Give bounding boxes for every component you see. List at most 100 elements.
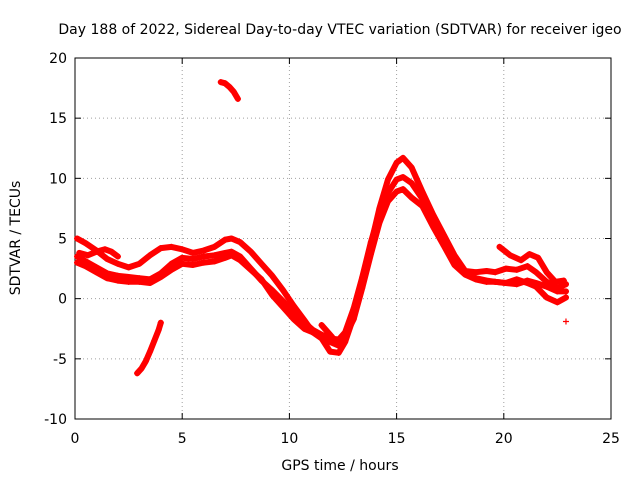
- data-point: [234, 95, 241, 102]
- x-tick-label: 25: [602, 431, 620, 447]
- data-point: [168, 266, 175, 273]
- y-tick-label: 5: [58, 232, 67, 248]
- data-point: [507, 252, 514, 259]
- data-point: [400, 186, 407, 193]
- data-point: [492, 269, 499, 276]
- data-point: [290, 302, 297, 309]
- data-point: [554, 299, 561, 306]
- data-point: [562, 294, 569, 301]
- data-point: [324, 329, 331, 336]
- data-point: [554, 288, 561, 295]
- data-point: [279, 304, 286, 311]
- data-point: [385, 176, 392, 183]
- data-point: [104, 275, 111, 282]
- y-tick-label: 20: [49, 51, 67, 67]
- data-point: [562, 288, 569, 295]
- data-point: [393, 159, 400, 166]
- data-point: [211, 243, 218, 250]
- data-point: [108, 248, 115, 255]
- data-point: [535, 254, 542, 261]
- data-point: [200, 253, 207, 260]
- data-point: [157, 245, 164, 252]
- data-point: [230, 88, 237, 95]
- data-point: [114, 277, 121, 284]
- axis-ticks: 0 5 10 15 20 25 -10 -5 0 5 10 15 20: [44, 51, 620, 447]
- series-band: [496, 243, 567, 285]
- series-isolated: [318, 318, 569, 329]
- data-point: [419, 203, 426, 210]
- data-point: [329, 334, 336, 341]
- data-point: [367, 251, 374, 258]
- data-point: [492, 278, 499, 285]
- data-point: [502, 265, 509, 272]
- x-tick-label: 15: [388, 431, 406, 447]
- series-arc-5: [217, 79, 241, 102]
- chart-title: Day 188 of 2022, Sidereal Day-to-day VTE…: [58, 22, 621, 38]
- data-point: [84, 252, 91, 259]
- data-point: [483, 278, 490, 285]
- series-arc-7: [496, 243, 567, 285]
- data-point: [74, 259, 81, 266]
- data-point: [318, 322, 325, 329]
- data-point: [290, 316, 297, 323]
- series-arc-4: [134, 319, 164, 377]
- data-point: [136, 260, 143, 267]
- data-point: [524, 263, 531, 270]
- data-point: [560, 277, 567, 284]
- data-point: [147, 280, 154, 287]
- data-point: [335, 349, 342, 356]
- data-point: [125, 264, 132, 271]
- data-point: [327, 348, 334, 355]
- data-point: [502, 280, 509, 287]
- data-point: [147, 348, 154, 355]
- data-point: [247, 248, 254, 255]
- y-axis-label: SDTVAR / TECUs: [8, 181, 24, 296]
- data-point: [189, 255, 196, 262]
- data-point: [228, 235, 235, 242]
- x-tick-label: 10: [280, 431, 298, 447]
- data-point: [462, 271, 469, 278]
- data-point: [114, 260, 121, 267]
- data-point: [93, 269, 100, 276]
- data-point: [385, 198, 392, 205]
- data-point: [189, 261, 196, 268]
- data-point: [228, 252, 235, 259]
- data-point: [393, 188, 400, 195]
- data-point: [385, 189, 392, 196]
- data-point: [138, 365, 145, 372]
- data-point: [104, 255, 111, 262]
- data-point: [472, 269, 479, 276]
- data-point: [318, 331, 325, 338]
- data-point: [200, 259, 207, 266]
- data-point: [483, 267, 490, 274]
- data-point: [400, 174, 407, 181]
- data-point: [226, 83, 233, 90]
- data-point: [400, 154, 407, 161]
- data-point: [526, 251, 533, 258]
- y-tick-label: 0: [58, 292, 67, 308]
- data-marks: [74, 79, 569, 377]
- data-point: [335, 342, 342, 349]
- data-point: [168, 260, 175, 267]
- data-point: [472, 276, 479, 283]
- data-point: [179, 260, 186, 267]
- series-arc-3: [74, 186, 569, 349]
- data-point: [147, 252, 154, 259]
- data-point: [200, 247, 207, 254]
- data-point: [114, 253, 121, 260]
- data-point: [279, 287, 286, 294]
- data-point: [327, 338, 334, 345]
- data-point: [222, 254, 229, 261]
- data-point: [82, 263, 89, 270]
- data-point: [543, 269, 550, 276]
- data-point: [76, 249, 83, 256]
- data-point: [532, 283, 539, 290]
- data-point: [258, 276, 265, 283]
- y-tick-label: -5: [53, 352, 67, 368]
- data-point: [74, 235, 81, 242]
- y-tick-label: 15: [49, 111, 67, 127]
- x-tick-label: 5: [178, 431, 187, 447]
- data-point: [157, 274, 164, 281]
- series-arc-8: [76, 246, 121, 260]
